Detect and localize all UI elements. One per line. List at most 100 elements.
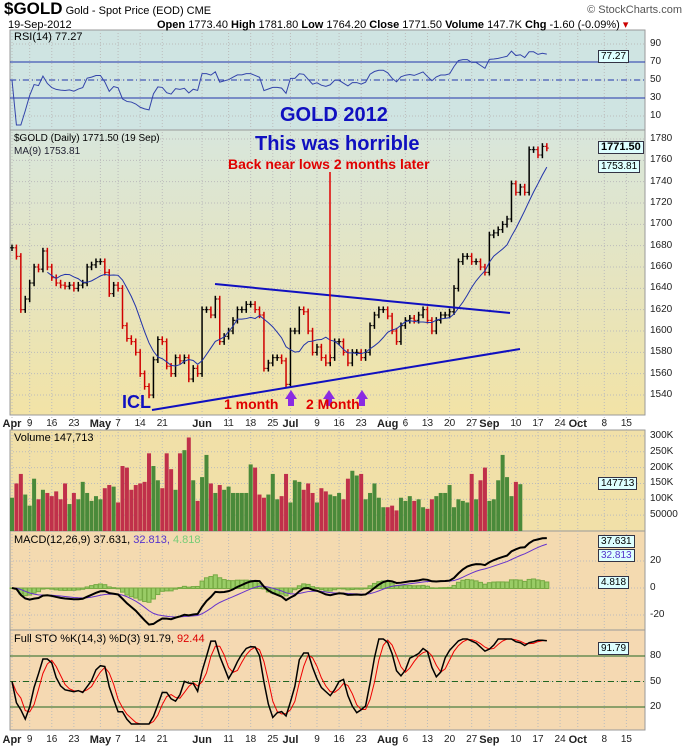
- volume-bar: [421, 507, 426, 531]
- annotation-note: Back near lows 2 months later: [228, 156, 430, 172]
- volume-bar: [14, 483, 19, 531]
- macd-histogram-bar: [120, 587, 125, 593]
- price-tick-label: 1740: [650, 175, 673, 187]
- volume-bar: [63, 483, 68, 531]
- rsi-line: [11, 50, 547, 126]
- macd-histogram-bar: [407, 585, 413, 590]
- price-tick-label: 1600: [650, 325, 673, 336]
- x-tick-label: May: [89, 418, 112, 430]
- x-tick-label: 20: [444, 418, 456, 429]
- macd-histogram-bar: [473, 580, 479, 589]
- volume-bar: [381, 507, 386, 531]
- macd-histogram-bar: [535, 579, 541, 589]
- macd-histogram-bar: [190, 586, 196, 590]
- volume-bar: [93, 496, 98, 531]
- up-arrow-icon: [285, 390, 297, 406]
- macd-histogram-bar: [186, 586, 192, 589]
- volume-bar: [398, 497, 403, 531]
- volume-bar: [18, 473, 23, 531]
- x-tick-label: May: [89, 734, 112, 746]
- macd-histogram-bar: [332, 587, 338, 591]
- volume-bar: [425, 508, 430, 531]
- volume-bar: [213, 492, 218, 531]
- x-tick-label: 6: [402, 418, 409, 429]
- macd-histogram-bar: [150, 587, 156, 600]
- up-arrow-icon: [356, 390, 368, 406]
- volume-tick-label: 250K: [650, 445, 674, 457]
- macd-histogram-bar: [31, 587, 37, 594]
- volume-bar: [217, 485, 222, 531]
- volume-bar: [253, 467, 258, 531]
- volume-bar: [407, 496, 412, 531]
- volume-tick-label: 300K: [650, 429, 674, 441]
- exchange: CME: [186, 5, 212, 17]
- volume-bar: [500, 454, 505, 531]
- sto-panel: [9, 629, 646, 731]
- x-tick-label: 18: [245, 418, 257, 429]
- volume-bar: [195, 500, 200, 531]
- macd-histogram-bar: [455, 581, 461, 590]
- volume-bar: [248, 464, 253, 531]
- volume-bar: [147, 453, 152, 531]
- macd-tag: 37.631: [598, 535, 635, 548]
- ma-legend: MA(9) 1753.81: [14, 146, 81, 157]
- volume-bar: [10, 497, 14, 531]
- macd-histogram-bar: [433, 587, 439, 589]
- x-tick-label: Aug: [376, 734, 399, 746]
- volume-bar: [297, 481, 302, 531]
- macd-histogram-bar: [354, 587, 360, 590]
- macd-histogram-bar: [314, 587, 320, 589]
- volume-bar: [133, 485, 138, 531]
- x-tick-label: 23: [68, 418, 80, 429]
- volume-bar: [474, 499, 479, 531]
- volume-bar: [54, 491, 59, 531]
- macd-histogram-bar: [495, 581, 501, 590]
- volume-bar: [111, 486, 116, 531]
- macd-histogram-bar: [358, 587, 364, 590]
- x-tick-label: 13: [421, 418, 434, 429]
- x-tick-label: 16: [46, 418, 58, 429]
- x-tick-label: 9: [314, 418, 320, 429]
- volume-bar: [376, 497, 381, 531]
- macd-histogram-bar: [93, 584, 99, 589]
- volume-bar: [120, 466, 125, 531]
- price-tick-label: 1760: [650, 154, 673, 166]
- macd-histogram-bar: [133, 587, 139, 599]
- macd-histogram-bar: [323, 587, 329, 592]
- macd-histogram-bar: [504, 581, 510, 589]
- macd-histogram-bar: [58, 587, 64, 591]
- stat-chg-label: Chg: [525, 19, 547, 31]
- volume-bar: [169, 469, 174, 531]
- macd-histogram-bar: [447, 586, 453, 589]
- volume-bar: [89, 500, 94, 531]
- macd-histogram-bar: [203, 577, 209, 589]
- volume-bar: [235, 492, 240, 531]
- volume-bar: [257, 494, 262, 531]
- x-tick-label: 6: [402, 734, 409, 745]
- stat-volume-label: Volume: [445, 19, 485, 31]
- macd-histogram-bar: [522, 580, 528, 589]
- macd-histogram-bar: [460, 579, 466, 589]
- volume-bar: [434, 496, 439, 531]
- volume-bar: [261, 497, 266, 531]
- up-arrow-icon: [323, 390, 335, 406]
- volume-bar: [394, 510, 399, 531]
- macd-histogram-bar: [111, 587, 117, 589]
- volume-bar: [310, 492, 315, 531]
- macd-histogram-bar: [146, 587, 152, 603]
- volume-bar: [138, 483, 143, 531]
- x-tick-label: 23: [355, 734, 367, 745]
- volume-bar: [412, 500, 417, 531]
- macd-histogram-bar: [287, 587, 293, 593]
- volume-bar: [239, 492, 244, 531]
- price-tick-label: 1560: [650, 367, 673, 379]
- macd-histogram-bar: [168, 587, 174, 592]
- macd-histogram-bar: [469, 579, 475, 589]
- price-legend: $GOLD (Daily) 1771.50 (19 Sep): [14, 133, 160, 144]
- volume-tick-label: 200K: [650, 461, 674, 473]
- price-tick-label: 1720: [650, 197, 673, 208]
- ma9-line: [47, 166, 548, 367]
- rsi-value-tag: 77.27: [598, 50, 630, 63]
- symbol: $GOLD: [4, 0, 63, 18]
- x-tick-label: 9: [26, 418, 33, 429]
